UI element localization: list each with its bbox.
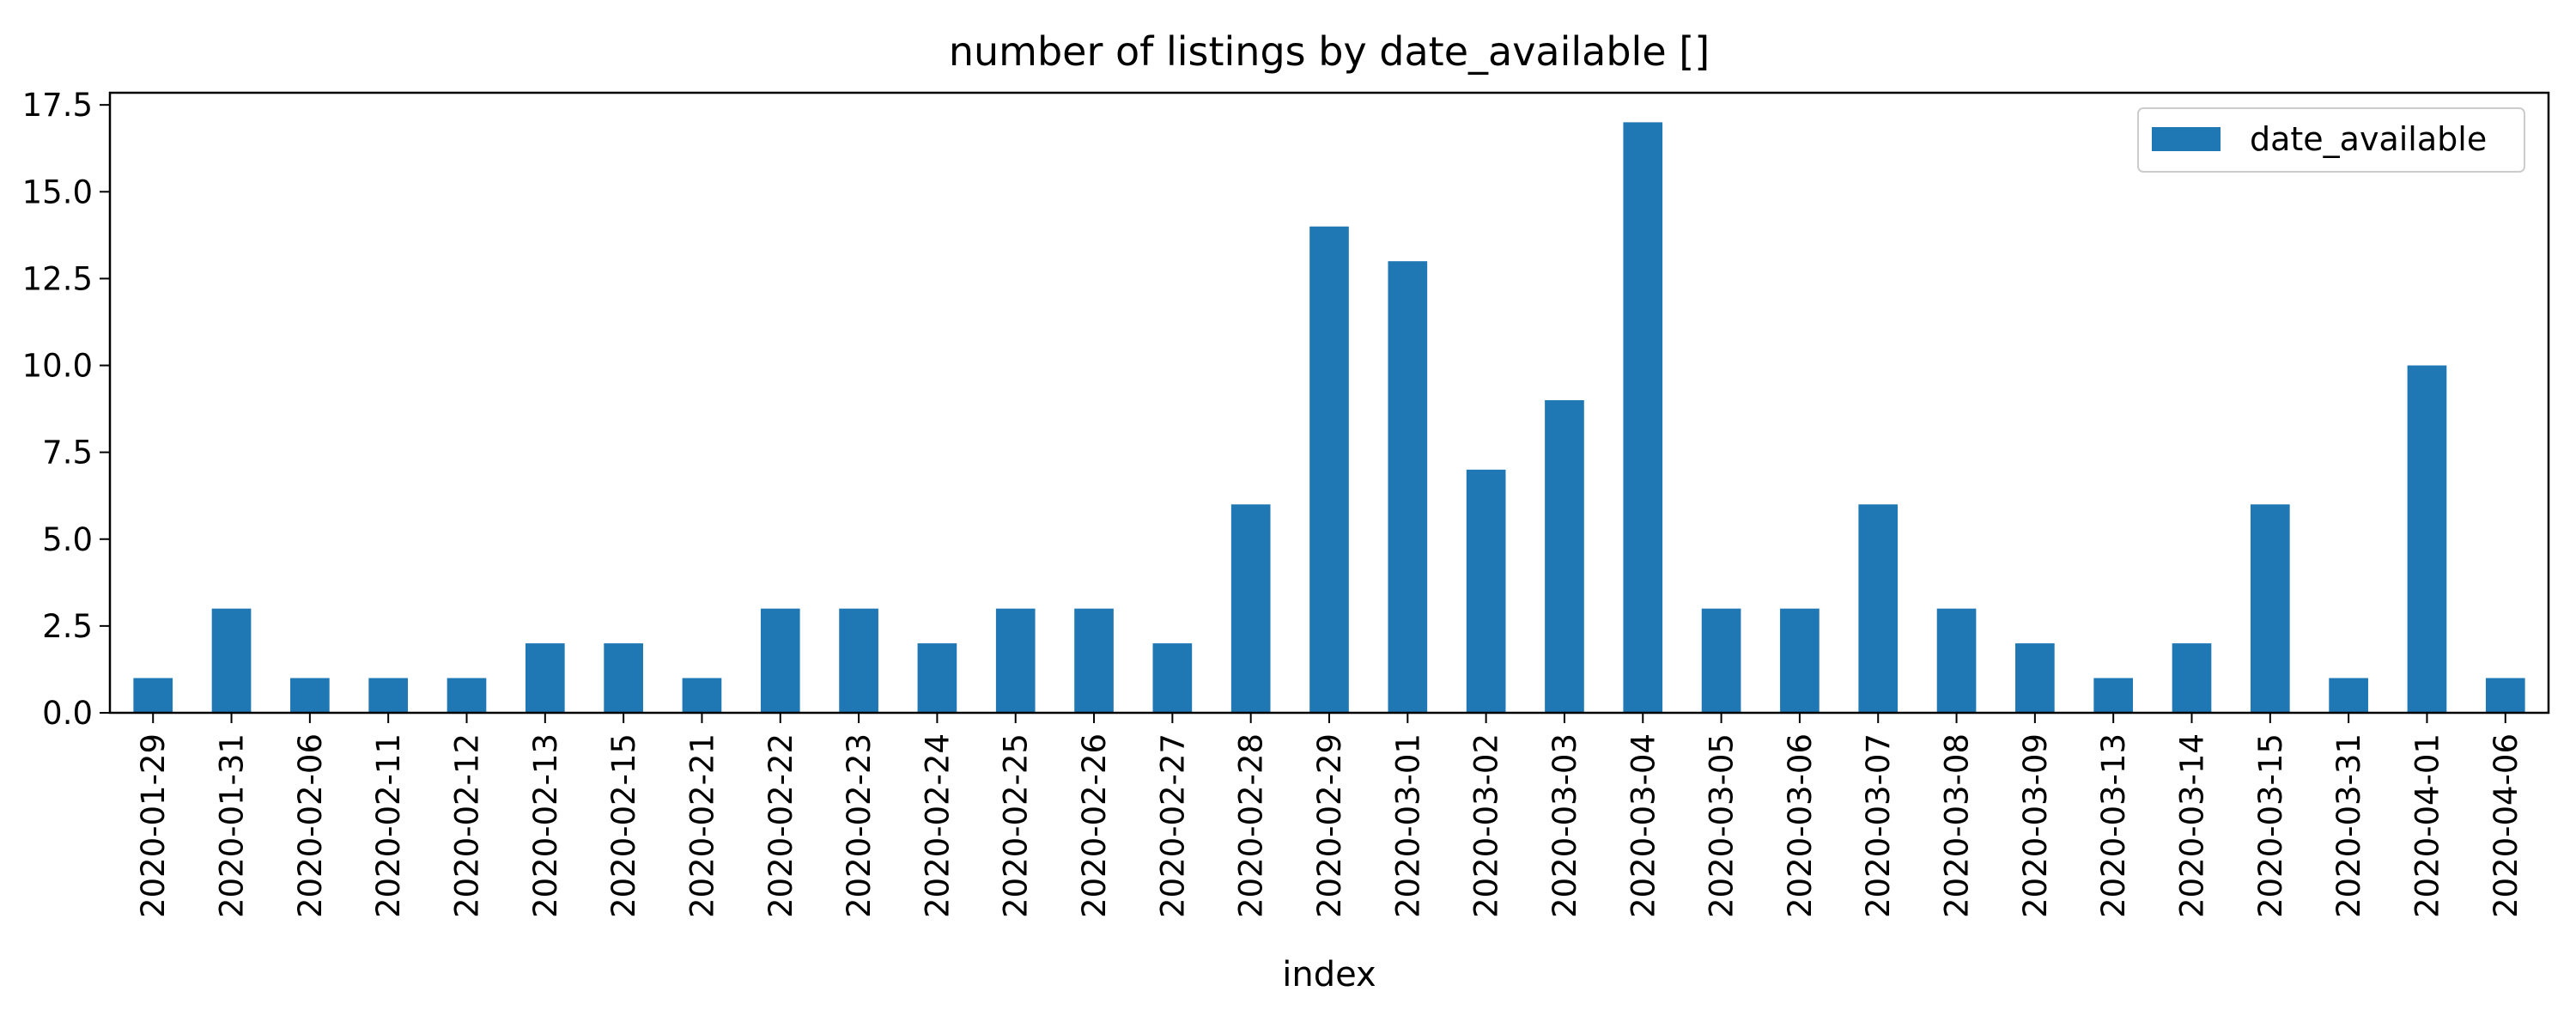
bar-2020-02-25	[995, 608, 1036, 713]
x-tick-label: 2020-03-07	[1860, 733, 1897, 918]
x-tick-label: 2020-04-06	[2488, 733, 2524, 918]
legend: date_available	[2137, 107, 2525, 173]
x-tick-label: 2020-02-06	[292, 733, 329, 918]
bar-2020-03-08	[1936, 608, 1977, 713]
x-tick-label: 2020-03-31	[2330, 733, 2367, 918]
bar-2020-02-21	[682, 678, 722, 713]
bar-2020-03-04	[1623, 122, 1663, 713]
bar-2020-03-09	[2015, 643, 2055, 713]
bar-2020-02-15	[604, 643, 643, 713]
legend-frame	[2137, 107, 2525, 173]
x-tick-label: 2020-03-01	[1389, 733, 1426, 918]
bar-2020-02-28	[1230, 504, 1271, 713]
bar-2020-03-31	[2329, 678, 2368, 713]
x-tick-label: 2020-03-02	[1468, 733, 1505, 918]
chart-title: number of listings by date_available []	[949, 28, 1710, 75]
bar-2020-03-07	[1858, 504, 1899, 713]
bar-2020-02-29	[1309, 226, 1349, 714]
y-tick-label: 15.0	[22, 173, 93, 210]
bar-2020-03-13	[2093, 678, 2134, 713]
bar-2020-04-01	[2407, 365, 2447, 713]
y-tick-label: 17.5	[22, 87, 93, 124]
legend-swatch	[2152, 127, 2221, 151]
bar-2020-02-13	[525, 643, 565, 713]
x-tick-label: 2020-02-21	[683, 733, 720, 918]
bar-2020-03-14	[2172, 643, 2212, 713]
y-tick-label: 0.0	[42, 695, 93, 732]
x-tick-label: 2020-02-13	[527, 733, 564, 918]
x-tick-label: 2020-01-29	[135, 733, 172, 918]
bars	[133, 122, 2525, 714]
x-tick-label: 2020-02-29	[1311, 733, 1348, 918]
bar-2020-03-06	[1780, 608, 1820, 713]
bar-2020-03-01	[1388, 261, 1428, 713]
x-tick-label: 2020-02-11	[370, 733, 407, 918]
bar-2020-03-03	[1545, 399, 1584, 713]
bar-2020-02-23	[839, 608, 878, 713]
x-tick-label: 2020-01-31	[214, 733, 251, 918]
y-tick-label: 12.5	[22, 260, 93, 297]
x-tick-label: 2020-02-26	[1076, 733, 1113, 918]
bar-2020-03-02	[1466, 469, 1506, 713]
x-tick-label: 2020-03-03	[1546, 733, 1583, 918]
bar-2020-04-06	[2485, 678, 2525, 713]
x-tick-label: 2020-02-28	[1233, 733, 1270, 918]
x-tick-label: 2020-03-15	[2252, 733, 2289, 918]
x-tick-label: 2020-03-06	[1782, 733, 1819, 918]
x-tick-label: 2020-03-09	[2017, 733, 2054, 918]
x-tick-label: 2020-02-15	[605, 733, 642, 918]
bar-2020-01-31	[211, 608, 252, 713]
bar-2020-03-05	[1701, 608, 1741, 713]
legend-label: date_available	[2250, 120, 2487, 158]
x-tick-label: 2020-03-05	[1704, 733, 1741, 918]
bar-2020-01-29	[133, 678, 173, 713]
x-axis-label: index	[1282, 955, 1376, 994]
x-tick-label: 2020-04-01	[2409, 733, 2445, 918]
y-tick-label: 2.5	[42, 608, 93, 645]
bar-2020-02-06	[290, 678, 330, 713]
bar-2020-02-12	[447, 678, 487, 713]
x-tick-label: 2020-03-13	[2095, 733, 2132, 918]
x-tick-label: 2020-02-24	[919, 733, 956, 918]
y-tick-label: 5.0	[42, 521, 93, 558]
x-tick-label: 2020-02-27	[1154, 733, 1191, 918]
bar-2020-02-26	[1074, 608, 1114, 713]
bar-2020-02-27	[1152, 643, 1193, 713]
bar-2020-02-11	[368, 678, 409, 713]
x-tick-label: 2020-03-04	[1625, 733, 1662, 918]
x-tick-label: 2020-03-14	[2174, 733, 2211, 918]
x-tick-label: 2020-02-12	[448, 733, 485, 918]
bar-2020-02-22	[760, 608, 800, 713]
y-tick-label: 7.5	[42, 435, 93, 471]
bar-2020-02-24	[917, 643, 957, 713]
x-tick-label: 2020-02-23	[841, 733, 878, 918]
bar-2020-03-15	[2250, 504, 2290, 713]
x-tick-label: 2020-02-22	[762, 733, 799, 918]
x-tick-label: 2020-02-25	[998, 733, 1035, 918]
axes: 0.0 2.5 5.0 7.5 10.0 12.5 15.0 17.5 2020-01-29 20…	[22, 87, 2550, 918]
x-tick-label: 2020-03-08	[1939, 733, 1976, 918]
y-tick-label: 10.0	[22, 348, 93, 385]
